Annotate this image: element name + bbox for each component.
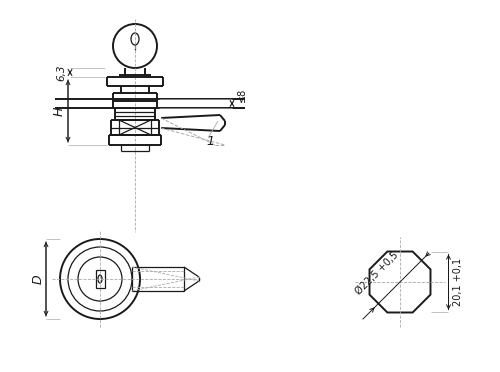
Bar [132,267,184,291]
Bar [96,270,104,288]
Text: 20,1 +0,1: 20,1 +0,1 [454,258,464,306]
Text: ≤8: ≤8 [237,87,247,102]
Text: D: D [32,274,44,284]
Text: 1: 1 [206,135,214,148]
Text: Ø22,5 +0,5: Ø22,5 +0,5 [354,250,401,296]
Text: 6,3: 6,3 [56,64,66,81]
Text: H: H [52,106,66,116]
